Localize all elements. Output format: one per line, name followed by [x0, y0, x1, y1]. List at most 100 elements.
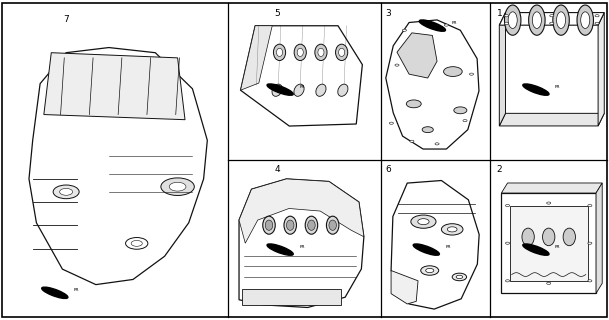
Text: 3: 3	[385, 9, 392, 18]
Circle shape	[410, 140, 414, 142]
Circle shape	[452, 273, 466, 281]
Polygon shape	[241, 26, 272, 90]
Text: FR: FR	[555, 85, 560, 89]
Polygon shape	[391, 180, 479, 309]
Ellipse shape	[413, 244, 440, 255]
Circle shape	[60, 188, 72, 195]
Ellipse shape	[339, 48, 345, 56]
Circle shape	[403, 29, 406, 31]
Circle shape	[131, 240, 143, 246]
Circle shape	[448, 227, 457, 232]
Ellipse shape	[522, 228, 534, 246]
Ellipse shape	[581, 12, 590, 28]
Circle shape	[445, 24, 448, 26]
Ellipse shape	[284, 216, 297, 234]
Polygon shape	[501, 183, 602, 193]
Ellipse shape	[276, 48, 283, 56]
Circle shape	[505, 280, 510, 282]
Circle shape	[53, 185, 79, 199]
Circle shape	[595, 22, 599, 24]
Polygon shape	[44, 53, 185, 120]
Polygon shape	[596, 183, 602, 293]
Circle shape	[505, 242, 510, 244]
Circle shape	[547, 202, 551, 204]
Circle shape	[504, 22, 509, 24]
Polygon shape	[29, 48, 207, 284]
Circle shape	[588, 204, 592, 207]
Circle shape	[456, 275, 463, 279]
Circle shape	[125, 237, 148, 249]
Text: 6: 6	[385, 165, 392, 174]
Circle shape	[169, 182, 186, 191]
Circle shape	[421, 266, 438, 275]
Polygon shape	[391, 270, 418, 304]
Polygon shape	[397, 33, 437, 78]
Ellipse shape	[553, 5, 569, 35]
Circle shape	[411, 215, 436, 228]
Ellipse shape	[297, 48, 303, 56]
Ellipse shape	[272, 84, 282, 96]
Circle shape	[470, 73, 474, 75]
Ellipse shape	[41, 287, 68, 299]
Circle shape	[588, 242, 592, 244]
Polygon shape	[499, 113, 604, 126]
Ellipse shape	[294, 84, 304, 96]
Circle shape	[406, 100, 421, 108]
Circle shape	[395, 64, 399, 66]
Ellipse shape	[329, 220, 336, 230]
Circle shape	[550, 15, 554, 17]
Text: FR: FR	[451, 21, 457, 25]
Circle shape	[550, 22, 554, 24]
Text: FR: FR	[299, 245, 304, 249]
Text: FR: FR	[299, 85, 304, 89]
Circle shape	[547, 282, 551, 284]
Ellipse shape	[294, 44, 306, 60]
Circle shape	[418, 219, 429, 225]
Ellipse shape	[508, 12, 517, 28]
Ellipse shape	[563, 228, 576, 246]
Ellipse shape	[266, 220, 273, 230]
Ellipse shape	[326, 216, 339, 234]
Polygon shape	[499, 12, 604, 25]
Ellipse shape	[532, 12, 541, 28]
Text: FR: FR	[74, 289, 79, 292]
Text: 1: 1	[496, 9, 502, 18]
Ellipse shape	[316, 84, 326, 96]
Circle shape	[442, 224, 463, 235]
Ellipse shape	[504, 5, 521, 35]
Circle shape	[588, 280, 592, 282]
Ellipse shape	[419, 20, 446, 31]
Polygon shape	[242, 290, 342, 305]
Circle shape	[422, 127, 434, 132]
Polygon shape	[499, 12, 505, 126]
Circle shape	[443, 67, 462, 76]
Polygon shape	[239, 179, 364, 308]
Ellipse shape	[318, 48, 324, 56]
Ellipse shape	[286, 220, 294, 230]
Ellipse shape	[315, 44, 327, 60]
Text: FR: FR	[445, 245, 451, 249]
Ellipse shape	[305, 216, 318, 234]
Circle shape	[435, 143, 439, 145]
Ellipse shape	[336, 44, 348, 60]
Circle shape	[463, 120, 467, 122]
Polygon shape	[598, 12, 604, 126]
Text: 7: 7	[63, 15, 69, 24]
Polygon shape	[501, 193, 596, 293]
Circle shape	[504, 15, 509, 17]
Ellipse shape	[273, 44, 286, 60]
Ellipse shape	[262, 216, 275, 234]
Circle shape	[454, 107, 467, 114]
Text: 5: 5	[274, 9, 280, 18]
Text: FR: FR	[555, 245, 560, 249]
Text: 2: 2	[496, 165, 502, 174]
Ellipse shape	[523, 244, 549, 255]
Circle shape	[595, 15, 599, 17]
Ellipse shape	[529, 5, 545, 35]
Circle shape	[426, 268, 434, 273]
Ellipse shape	[267, 84, 294, 95]
Ellipse shape	[338, 84, 348, 96]
Circle shape	[505, 204, 510, 207]
Ellipse shape	[543, 228, 555, 246]
Ellipse shape	[577, 5, 593, 35]
